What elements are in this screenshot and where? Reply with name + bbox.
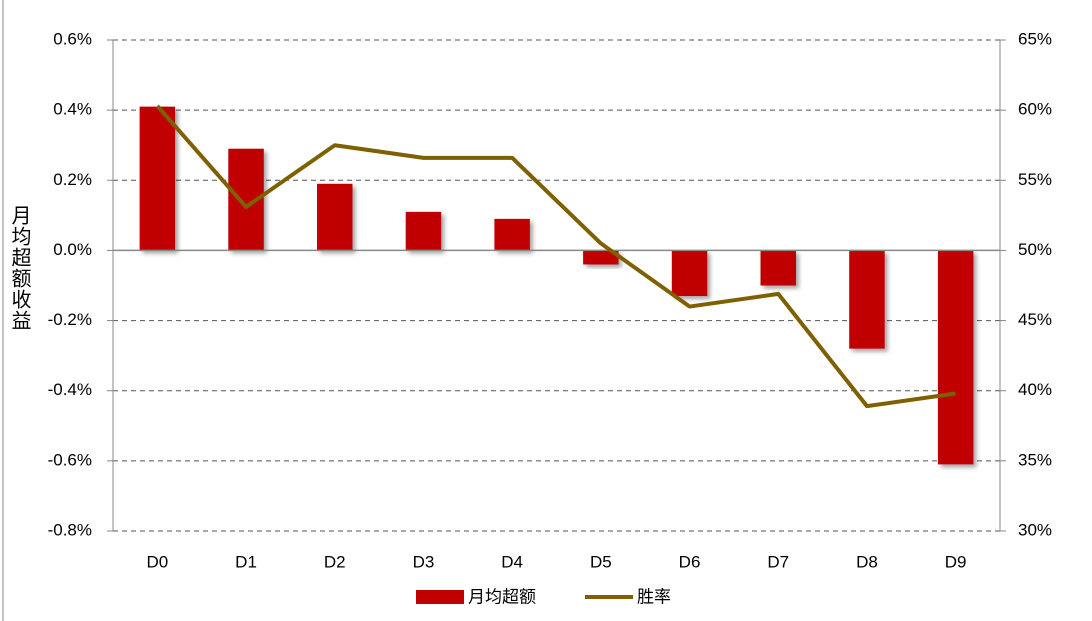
y2-tick-label: 65% [1018, 29, 1052, 48]
x-tick-label: D5 [590, 552, 612, 571]
x-tick-label: D2 [324, 552, 346, 571]
x-tick-label: D0 [146, 552, 168, 571]
bar [405, 211, 442, 251]
legend-swatch [416, 590, 464, 604]
x-tick-label: D6 [679, 552, 701, 571]
legend-label: 胜率 [637, 587, 671, 606]
legend-label: 月均超额 [468, 587, 536, 606]
line [155, 104, 956, 409]
y-tick-label: -0.8% [48, 520, 92, 539]
x-tick-label: D3 [413, 552, 435, 571]
y2-tick-label: 30% [1018, 520, 1052, 539]
x-tick-label: D8 [856, 552, 878, 571]
bar [139, 106, 176, 251]
y-axis-title: 月均超额收益 [8, 205, 30, 331]
bar [494, 218, 530, 251]
y-tick-label: -0.2% [48, 310, 92, 329]
y2-tick-label: 40% [1018, 380, 1052, 399]
y-tick-label: 0.4% [53, 100, 92, 119]
y2-tick-label: 60% [1018, 100, 1052, 119]
bar [849, 250, 885, 349]
y2-tick-label: 35% [1018, 450, 1052, 469]
x-tick-label: D7 [767, 552, 789, 571]
y-tick-label: 0.6% [53, 29, 92, 48]
y2-tick-label: 55% [1018, 170, 1052, 189]
y2-tick-label: 45% [1018, 310, 1052, 329]
y2-tick-label: 50% [1018, 240, 1052, 259]
y-tick-label: 0.2% [53, 170, 92, 189]
bar [583, 250, 619, 265]
bar [937, 250, 974, 465]
x-tick-label: D1 [235, 552, 257, 571]
bar [760, 250, 796, 286]
x-tick-label: D4 [501, 552, 523, 571]
y-tick-label: 0.0% [53, 240, 92, 259]
y-tick-label: -0.4% [48, 380, 92, 399]
bar [671, 250, 708, 297]
x-tick-label: D9 [945, 552, 967, 571]
bar [317, 183, 353, 251]
y-tick-label: -0.6% [48, 450, 92, 469]
